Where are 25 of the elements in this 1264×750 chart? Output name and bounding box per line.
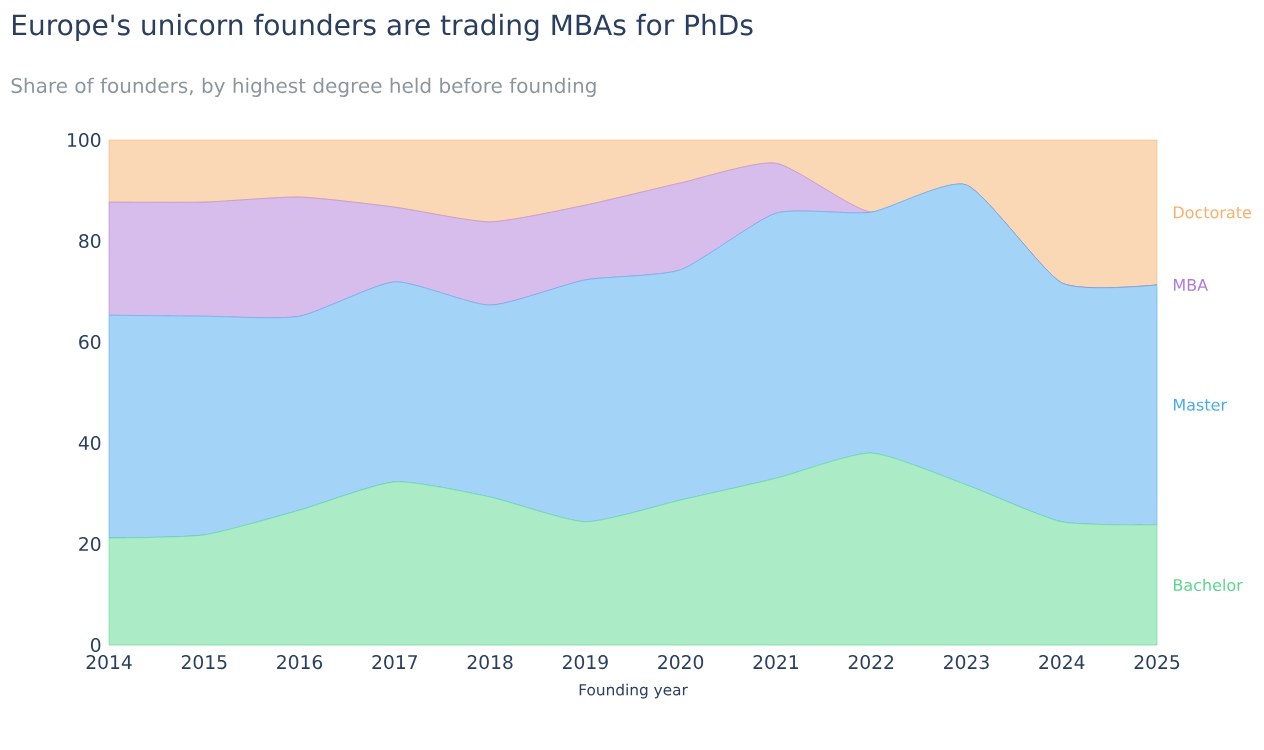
x-tick-label: 2022 xyxy=(848,655,894,670)
x-tick-label: 2019 xyxy=(562,655,608,670)
y-tick-label: 20 xyxy=(79,536,101,552)
x-axis-title: Founding year xyxy=(579,683,688,699)
y-tick-label: 60 xyxy=(79,334,101,350)
x-tick-label: 2017 xyxy=(372,655,417,670)
series-label: Bachelor xyxy=(1173,578,1243,592)
y-tick-label: 40 xyxy=(78,435,101,451)
y-tick-label: 80 xyxy=(79,233,101,249)
series-label: MBA xyxy=(1173,279,1208,291)
series-label: Master xyxy=(1173,398,1228,411)
x-tick-label: 2016 xyxy=(277,655,323,670)
x-tick-label: 2020 xyxy=(658,655,704,670)
series-label: Doctorate xyxy=(1173,206,1252,219)
x-tick-label: 2021 xyxy=(753,655,798,670)
x-tick-label: 2023 xyxy=(944,655,989,670)
x-tick-label: 2014 xyxy=(86,655,132,670)
x-tick-label: 2015 xyxy=(181,655,227,670)
y-tick-label: 0 xyxy=(90,637,101,653)
x-tick-label: 2024 xyxy=(1039,655,1085,670)
chart-subtitle: Share of founders, by highest degree held before founding xyxy=(11,77,596,98)
x-tick-label: 2025 xyxy=(1134,655,1180,670)
x-tick-label: 2018 xyxy=(467,655,513,670)
chart-title: Europe's unicorn founders are trading MBAs for PhDs xyxy=(13,13,753,41)
y-tick-label: 100 xyxy=(68,132,101,148)
